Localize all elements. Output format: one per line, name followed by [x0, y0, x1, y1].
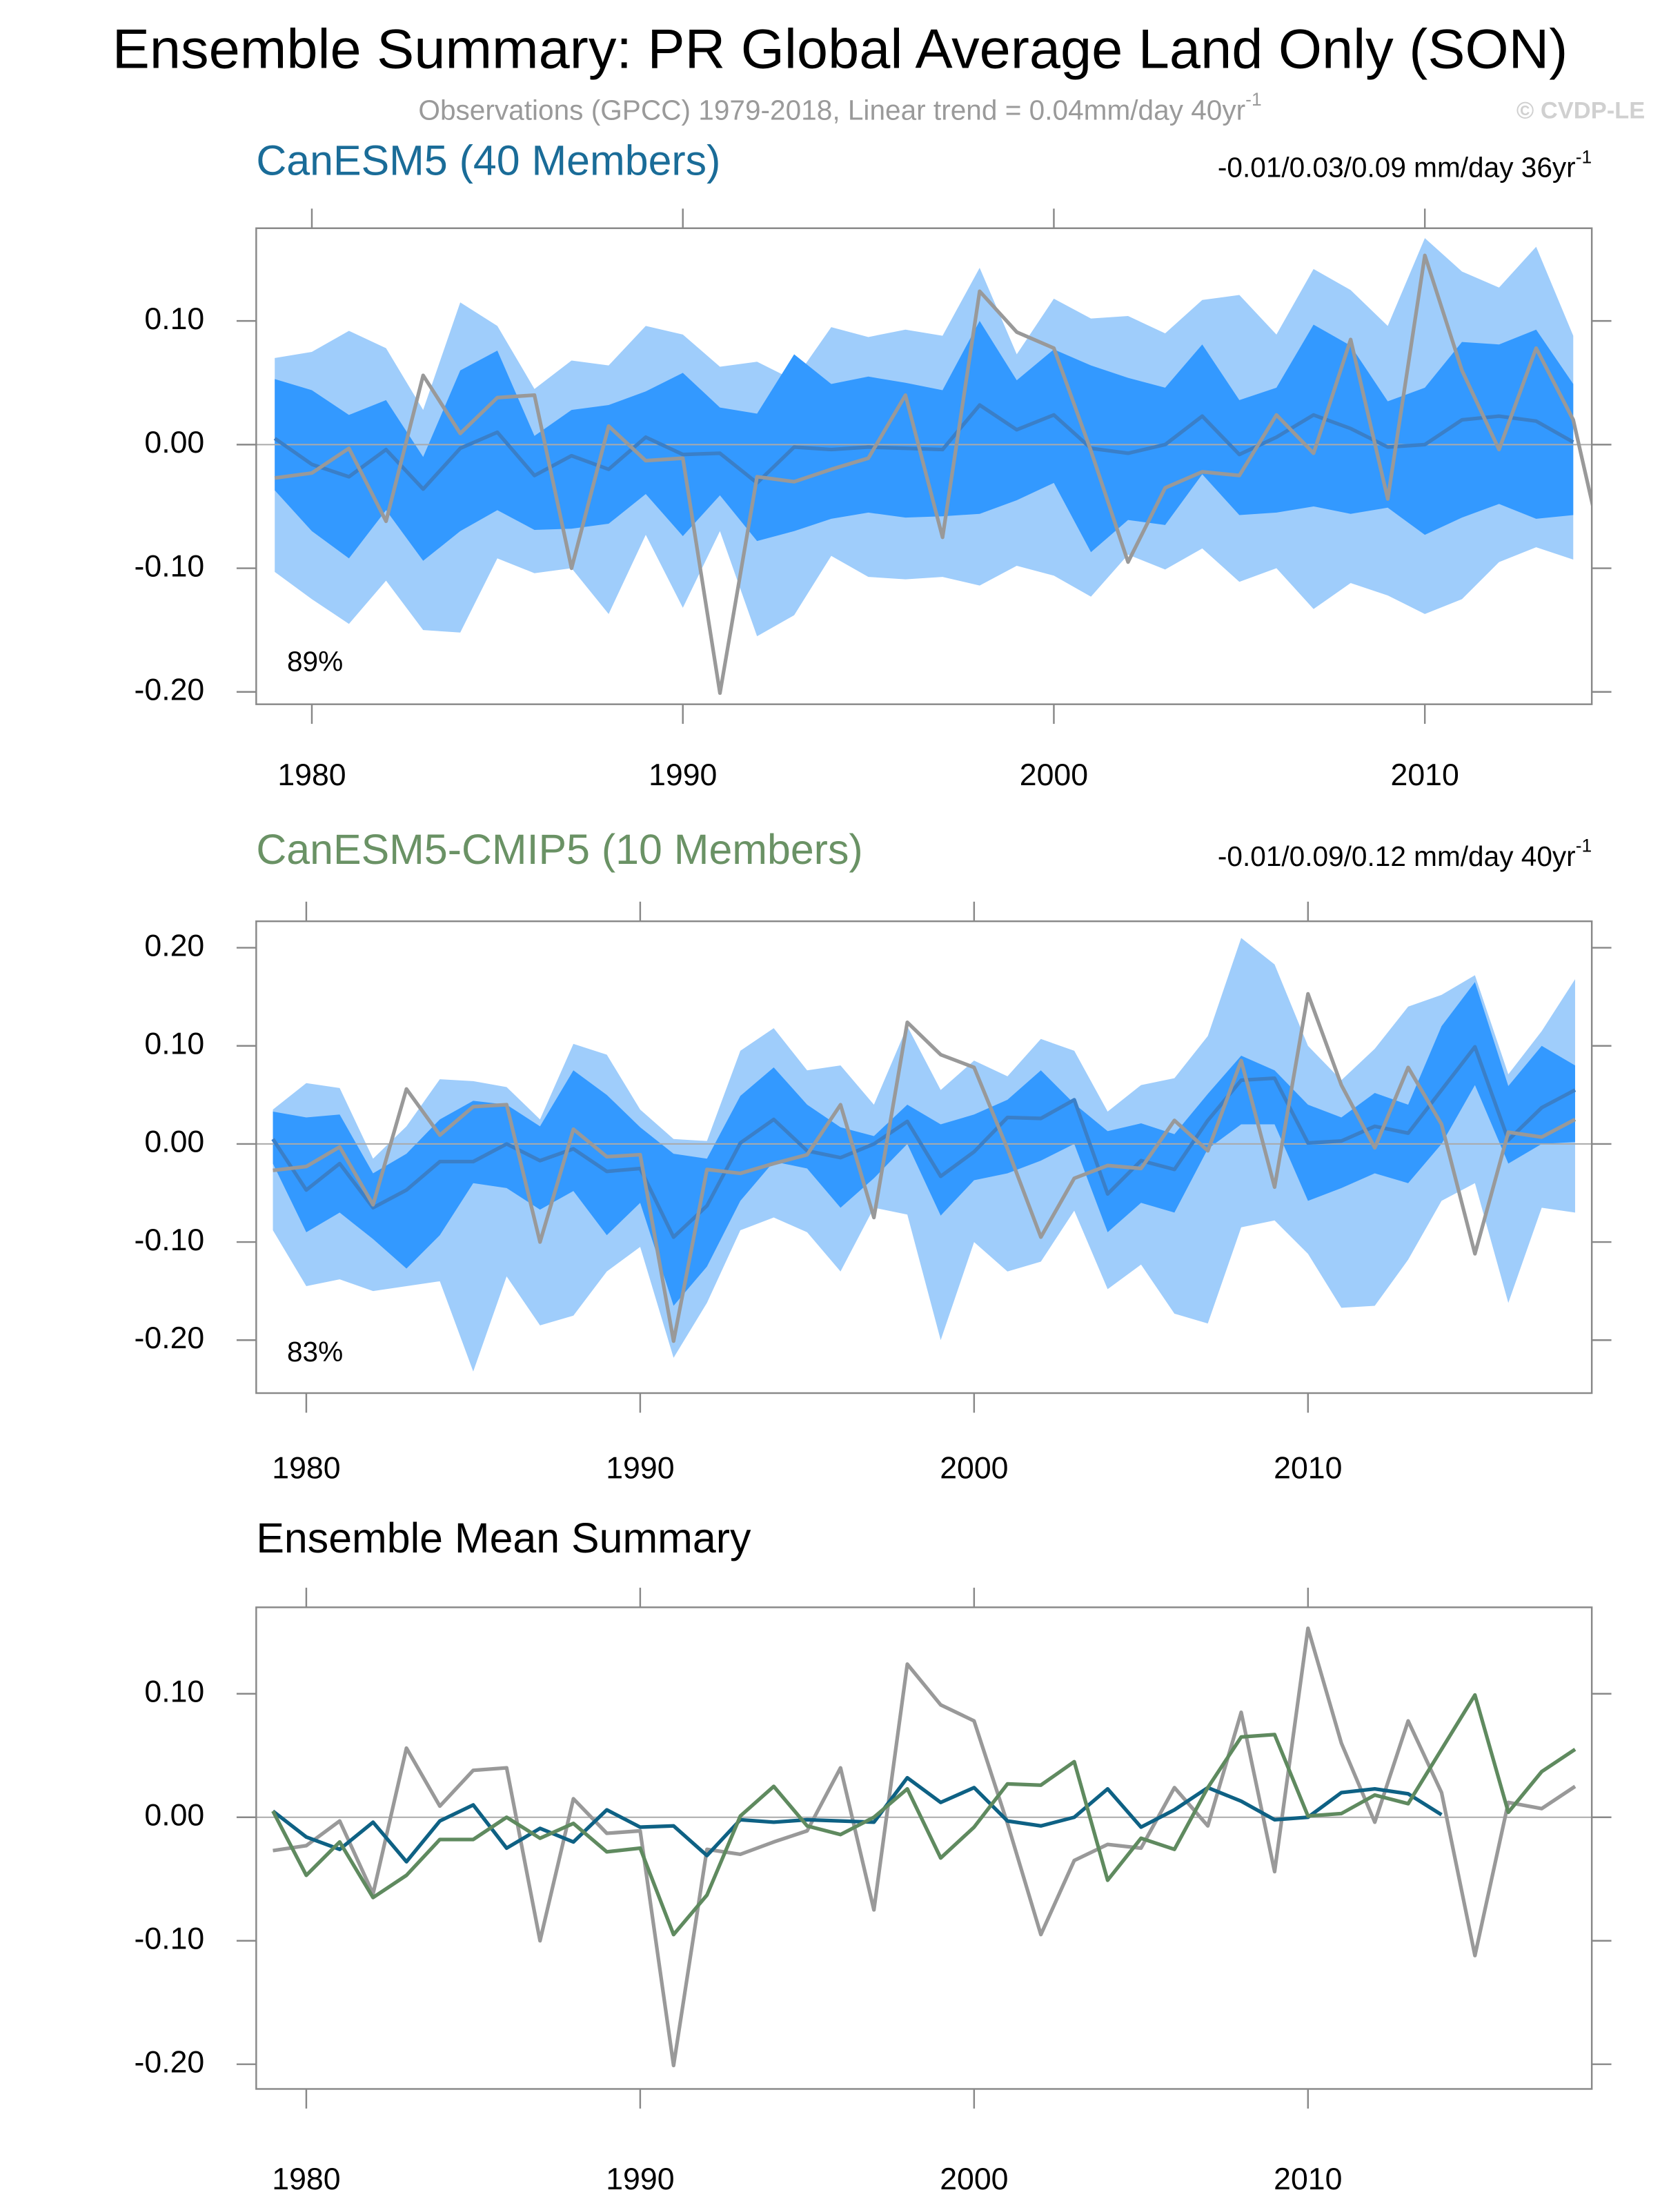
y-tick-label: 0.00	[144, 1125, 204, 1159]
trend-text: -0.01/0.03/0.09 mm/day 36yr	[1218, 151, 1576, 183]
y-tick-label: -0.10	[135, 549, 205, 583]
trend-superscript: -1	[1576, 146, 1592, 167]
y-tick-label: 0.20	[144, 929, 204, 963]
x-tick-label: 1990	[606, 1451, 674, 1485]
panel-title: Ensemble Mean Summary	[256, 1515, 751, 1561]
x-tick-label: 2010	[1274, 2162, 1342, 2196]
x-tick-label: 1980	[272, 2162, 340, 2196]
plot-frame	[255, 227, 1593, 705]
panel-title: CanESM5 (40 Members)	[256, 137, 720, 184]
series-line	[273, 992, 1577, 1343]
series-line	[271, 1775, 1443, 1864]
series-line	[274, 253, 1592, 696]
y-tick-label: -0.10	[135, 1922, 205, 1956]
x-tick-label: 1990	[649, 758, 717, 792]
y-tick-label: -0.20	[135, 2046, 205, 2080]
y-tick-label: 0.10	[144, 1675, 204, 1709]
subtitle-text: Observations (GPCC) 1979-2018, Linear tr…	[418, 94, 1245, 126]
y-tick-label: -0.20	[135, 1321, 205, 1355]
x-tick-label: 1980	[272, 1451, 340, 1485]
trend-text: -0.01/0.09/0.12 mm/day 40yr	[1218, 840, 1576, 872]
x-tick-label: 2000	[940, 2162, 1008, 2196]
plot-area	[256, 1626, 1592, 2068]
y-tick-label: -0.10	[135, 1223, 205, 1257]
subtitle-superscript: -1	[1245, 89, 1261, 110]
y-tick-label: 0.00	[144, 426, 204, 460]
x-tick-label: 1990	[606, 2162, 674, 2196]
credit: © CVDP-LE	[1516, 97, 1645, 124]
y-tick-label: 0.10	[144, 1027, 204, 1061]
plot-frame	[255, 1606, 1593, 2090]
panel-title: CanESM5-CMIP5 (10 Members)	[256, 826, 862, 873]
x-tick-label: 2010	[1274, 1451, 1342, 1485]
figure-title: Ensemble Summary: PR Global Average Land…	[112, 19, 1568, 81]
percent-label: 83%	[287, 1336, 343, 1368]
plot-area	[256, 238, 1592, 696]
series-line	[273, 403, 1574, 491]
x-tick-label: 2000	[1020, 758, 1088, 792]
spread-band	[275, 321, 1574, 561]
x-tick-label: 1980	[277, 758, 346, 792]
series-line	[271, 1693, 1577, 1937]
x-tick-label: 2010	[1391, 758, 1459, 792]
series-line	[273, 1626, 1577, 2068]
series-line	[271, 1045, 1577, 1239]
trend-label: -0.01/0.03/0.09 mm/day 36yr-1	[1218, 146, 1592, 183]
subtitle: Observations (GPCC) 1979-2018, Linear tr…	[418, 89, 1261, 126]
y-tick-label: -0.20	[135, 673, 205, 707]
y-tick-label: 0.00	[144, 1799, 204, 1833]
percent-label: 89%	[287, 646, 343, 678]
trend-label: -0.01/0.09/0.12 mm/day 40yr-1	[1218, 836, 1592, 872]
trend-superscript: -1	[1576, 836, 1592, 856]
x-tick-label: 2000	[940, 1451, 1008, 1485]
plot-area	[256, 938, 1592, 1372]
plot-frame	[255, 920, 1593, 1394]
y-tick-label: 0.10	[144, 302, 204, 336]
